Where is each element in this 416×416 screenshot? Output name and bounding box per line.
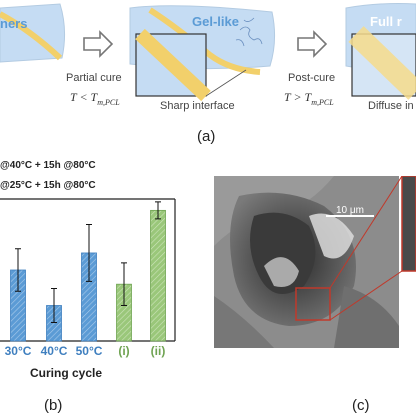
legend-item-2: @25°C + 15h @80°C	[0, 180, 96, 191]
bar-4	[150, 209, 166, 342]
stage-3-title: Full r	[370, 14, 402, 29]
panel-c-label: (c)	[352, 397, 370, 414]
arrow-1-icon	[83, 30, 114, 58]
error-bar-2	[86, 224, 92, 282]
bar-chart: 30°C 40°C 50°C (i) (ii)	[0, 198, 176, 358]
error-bar-1	[51, 287, 57, 324]
error-bar-0	[15, 248, 21, 292]
stage-3-block	[345, 3, 416, 100]
arrow-2-sub: m,PCL	[311, 98, 334, 108]
stage-1-block	[0, 3, 66, 63]
error-bar-4	[155, 201, 161, 220]
stage-1-title: ners	[0, 16, 28, 31]
arrow-2-icon	[297, 30, 328, 58]
x-tick-label-4: (ii)	[151, 344, 166, 358]
x-tick-label-0: 30°C	[5, 344, 32, 358]
arrow-2-label: Post-cure	[288, 72, 336, 84]
x-axis-label: Curing cycle	[30, 366, 103, 380]
scale-bar-label: 10 μm	[336, 205, 364, 216]
sem-zoom-inset	[401, 176, 416, 272]
error-bar-3	[121, 262, 127, 306]
x-tick-label-1: 40°C	[41, 344, 68, 358]
arrow-1-label: Partial cure	[66, 72, 122, 84]
arrow-2-condition: T > Tm,PCL	[284, 88, 334, 107]
x-tick-label-2: 50°C	[76, 344, 103, 358]
stage-2-title: Gel-like	[192, 14, 239, 29]
panel-b-label: (b)	[44, 397, 63, 414]
legend-item-1: @40°C + 15h @80°C	[0, 160, 96, 171]
arrow-1-math: T < T	[70, 90, 98, 104]
sem-image	[214, 176, 416, 348]
inset-2-sharp-interface	[135, 28, 247, 102]
panel-a-graphic	[0, 3, 416, 102]
arrow-1-sub: m,PCL	[97, 98, 120, 108]
inset-2-caption: Sharp interface	[160, 100, 235, 112]
inset-3-caption: Diffuse in	[368, 100, 414, 112]
sem-zoom-box	[295, 287, 331, 321]
arrow-2-math: T > T	[284, 90, 312, 104]
x-tick-label-3: (i)	[118, 344, 129, 358]
panel-a-label: (a)	[197, 128, 216, 145]
arrow-1-condition: T < Tm,PCL	[70, 88, 120, 107]
